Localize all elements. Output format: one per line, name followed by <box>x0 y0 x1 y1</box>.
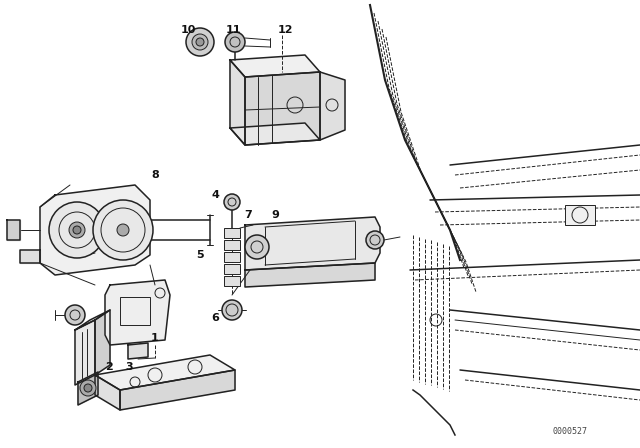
Polygon shape <box>105 280 170 345</box>
Bar <box>224 240 240 250</box>
Text: 12: 12 <box>277 25 292 35</box>
Text: 8: 8 <box>151 170 159 180</box>
Circle shape <box>65 305 85 325</box>
Bar <box>565 205 595 225</box>
Polygon shape <box>120 370 235 410</box>
Polygon shape <box>230 123 320 145</box>
Polygon shape <box>75 310 110 330</box>
Circle shape <box>186 28 214 56</box>
Polygon shape <box>245 263 375 287</box>
Text: 5: 5 <box>196 250 204 260</box>
Text: 1: 1 <box>151 333 159 343</box>
Circle shape <box>93 200 153 260</box>
Bar <box>224 264 240 274</box>
Polygon shape <box>20 250 40 263</box>
Circle shape <box>84 384 92 392</box>
Bar <box>224 276 240 286</box>
Polygon shape <box>78 372 98 405</box>
Polygon shape <box>95 355 235 390</box>
Text: 9: 9 <box>271 210 279 220</box>
Circle shape <box>49 202 105 258</box>
Circle shape <box>69 222 85 238</box>
Circle shape <box>225 32 245 52</box>
Circle shape <box>366 231 384 249</box>
Text: 11: 11 <box>225 25 241 35</box>
Bar <box>224 228 240 238</box>
Polygon shape <box>230 55 320 77</box>
Polygon shape <box>245 217 380 270</box>
Bar <box>224 252 240 262</box>
Text: 6: 6 <box>211 313 219 323</box>
Text: 10: 10 <box>180 25 196 35</box>
Polygon shape <box>320 72 345 140</box>
Text: 3: 3 <box>125 362 132 372</box>
Circle shape <box>245 235 269 259</box>
Circle shape <box>192 34 208 50</box>
Polygon shape <box>95 375 120 410</box>
Circle shape <box>80 380 96 396</box>
Polygon shape <box>7 220 20 240</box>
Circle shape <box>222 300 242 320</box>
Text: 0000527: 0000527 <box>552 427 588 436</box>
Polygon shape <box>40 185 150 275</box>
Polygon shape <box>75 320 95 385</box>
Text: 2: 2 <box>105 362 113 372</box>
Text: 4: 4 <box>211 190 219 200</box>
Circle shape <box>73 226 81 234</box>
Circle shape <box>117 224 129 236</box>
Polygon shape <box>95 310 110 375</box>
Bar <box>120 297 150 325</box>
Polygon shape <box>245 72 320 145</box>
Text: 7: 7 <box>244 210 252 220</box>
Circle shape <box>224 194 240 210</box>
Circle shape <box>196 38 204 46</box>
Polygon shape <box>230 60 245 145</box>
Polygon shape <box>128 343 148 359</box>
